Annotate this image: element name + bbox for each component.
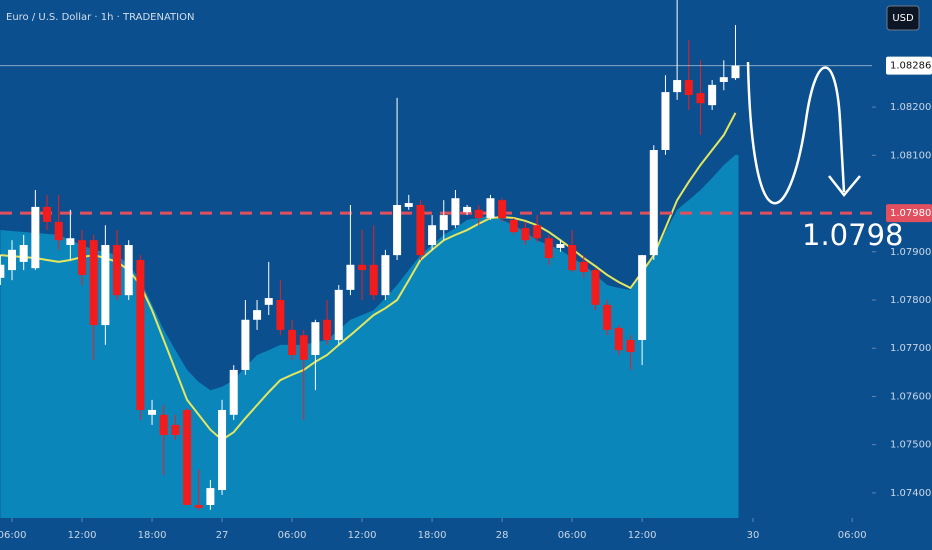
candle-body: [579, 261, 588, 273]
candle-body: [8, 249, 17, 271]
candle-body: [719, 77, 728, 82]
candle-body: [194, 504, 203, 508]
candle-body: [113, 245, 122, 296]
candle-body: [276, 299, 285, 330]
y-tick-label: 1.07500: [890, 440, 931, 451]
candle-body: [78, 240, 87, 275]
currency-button[interactable]: [886, 5, 920, 31]
candle-body: [568, 245, 577, 271]
candle-body: [323, 319, 332, 341]
candle-body: [428, 225, 437, 246]
arrow-curve: [746, 61, 846, 205]
last-price-box: [886, 56, 932, 75]
candle-body: [171, 424, 180, 436]
candle-body: [253, 310, 262, 320]
x-tick-label: 06:00: [838, 530, 867, 541]
level-annotation: 1.0798: [802, 218, 903, 252]
candle-body: [206, 488, 215, 505]
candle-body: [638, 255, 647, 341]
candle-body: [148, 409, 157, 415]
candle-body: [404, 203, 413, 207]
x-tick-label: 12:00: [348, 530, 377, 541]
candle-body: [533, 225, 542, 239]
candle-body: [136, 259, 145, 410]
candle-body: [474, 209, 483, 219]
candle-body: [696, 93, 705, 104]
candle-body: [264, 298, 273, 305]
candle-body: [334, 289, 343, 341]
chart-title: Euro / U.S. Dollar · 1h · TRADENATION: [6, 12, 194, 23]
candle-body: [299, 335, 308, 360]
candle-body: [393, 204, 402, 256]
candle-body: [708, 84, 717, 106]
x-tick-label: 12:00: [68, 530, 97, 541]
y-tick-label: 1.07900: [890, 247, 931, 258]
y-tick-label: 1.07700: [890, 343, 931, 354]
plot-area: [0, 0, 872, 518]
candle-body: [54, 221, 63, 241]
level-label: 1.07980: [890, 208, 931, 219]
candle-body: [556, 244, 565, 248]
candle-body: [731, 65, 740, 79]
candle-body: [229, 369, 238, 415]
moving-average-line: [0, 112, 737, 442]
candle-body: [603, 304, 612, 330]
candle-body: [439, 215, 448, 231]
candle-body: [101, 245, 110, 326]
x-tick-label: 06:00: [558, 530, 587, 541]
last-price-label: 1.08286: [890, 61, 931, 72]
candle-body: [486, 198, 495, 219]
candle-body: [649, 149, 658, 256]
candle-body: [0, 264, 5, 278]
candle-body: [661, 92, 670, 150]
arrow-head: [828, 175, 861, 197]
x-tick-label: 18:00: [418, 530, 447, 541]
x-tick-label: 06:00: [0, 530, 26, 541]
candle-body: [183, 409, 192, 505]
y-tick-label: 1.08200: [890, 102, 931, 113]
candle-body: [416, 204, 425, 256]
candle-body: [159, 414, 168, 436]
candle-body: [626, 340, 635, 353]
x-tick-label: 18:00: [138, 530, 167, 541]
x-tick-label: 27: [216, 530, 229, 541]
y-tick-label: 1.07800: [890, 295, 931, 306]
candle-body: [369, 264, 378, 296]
candle-body: [346, 264, 355, 290]
candle-body: [31, 206, 40, 269]
y-tick-label: 1.07600: [890, 391, 931, 402]
candle-body: [89, 240, 98, 326]
candle-body: [521, 228, 530, 241]
candle-body: [544, 238, 553, 259]
currency-label: USD: [892, 13, 914, 24]
candle-body: [43, 206, 52, 222]
y-tick-label: 1.08100: [890, 150, 931, 161]
x-tick-label: 30: [747, 530, 760, 541]
candle-body: [381, 255, 390, 296]
candle-body: [673, 80, 682, 93]
x-tick-label: 12:00: [628, 530, 657, 541]
candle-body: [509, 219, 518, 232]
candle-body: [218, 409, 227, 491]
candle-body: [124, 245, 133, 296]
candle-body: [591, 270, 600, 305]
candle-body: [684, 80, 693, 96]
x-tick-label: 06:00: [278, 530, 307, 541]
candle-body: [451, 198, 460, 226]
level-box: [886, 204, 932, 223]
candle-body: [614, 327, 623, 351]
candle-body: [463, 206, 472, 213]
y-tick-label: 1.07400: [890, 488, 931, 499]
candle-body: [311, 322, 320, 355]
candle-body: [241, 319, 250, 370]
candle-body: [498, 200, 507, 219]
candle-body: [66, 238, 75, 246]
candle-body: [288, 329, 297, 355]
candle-body: [19, 245, 28, 262]
x-tick-label: 28: [496, 530, 509, 541]
candle-body: [358, 264, 367, 271]
